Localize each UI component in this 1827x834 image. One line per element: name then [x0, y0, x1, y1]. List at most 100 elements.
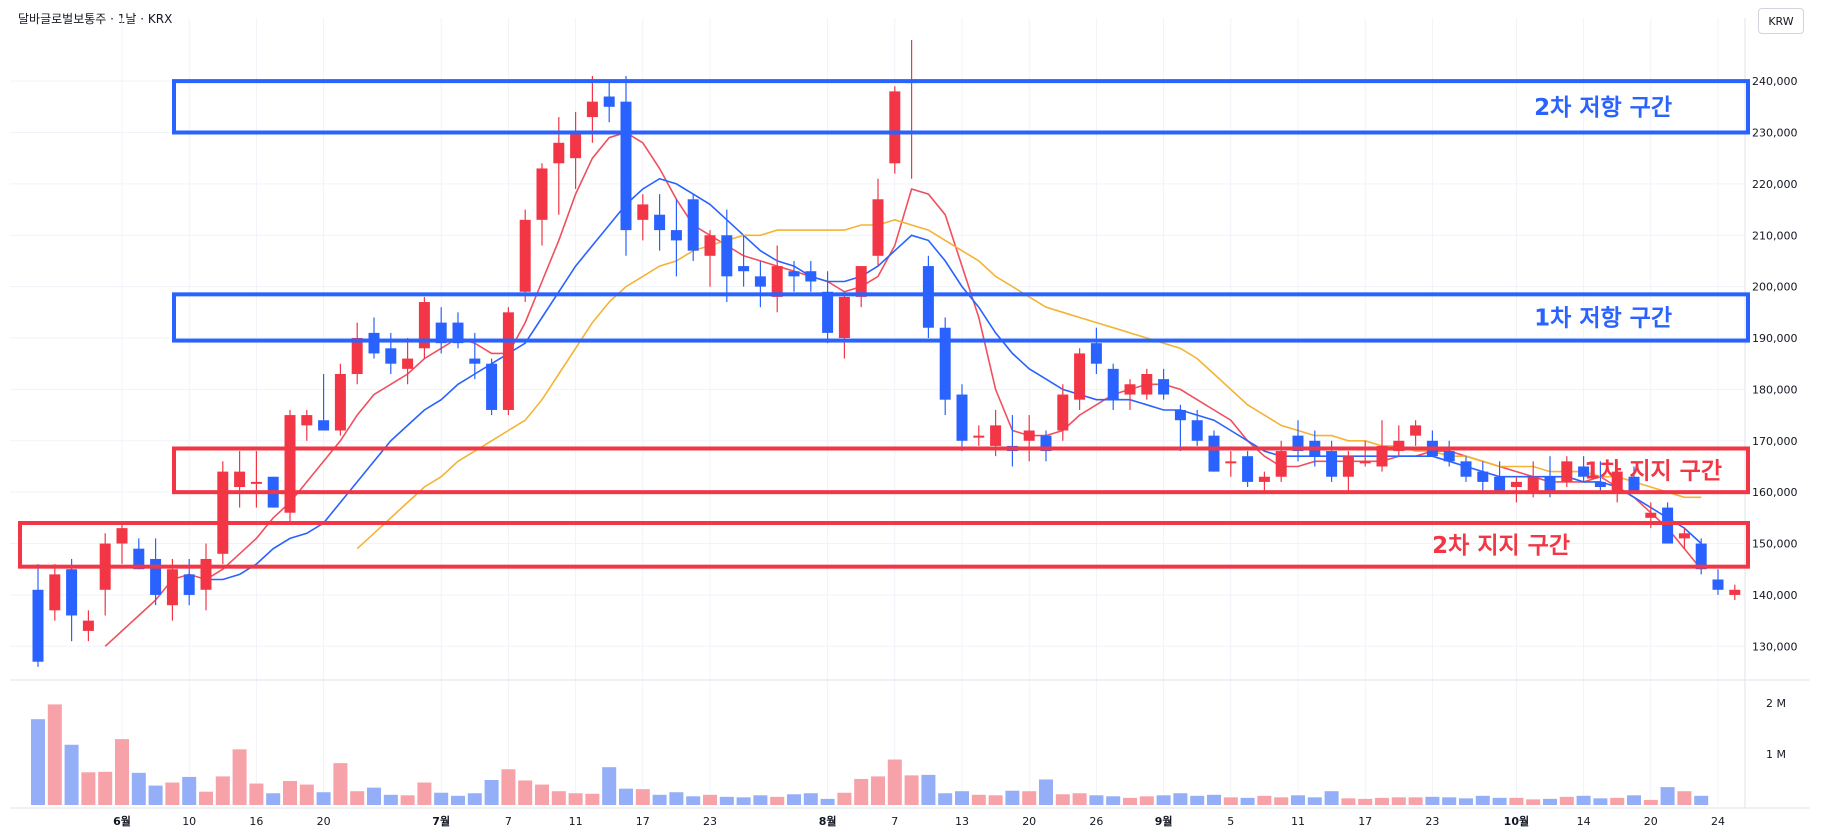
- candle-body: [1410, 425, 1422, 436]
- candle-body: [1662, 507, 1674, 544]
- price-tick-label: 160,000: [1752, 486, 1798, 499]
- time-tick-label: 7: [505, 815, 512, 828]
- volume-bar: [1492, 797, 1507, 805]
- volume-bar: [551, 791, 566, 805]
- volume-bar: [1509, 797, 1524, 805]
- candle-body: [519, 219, 531, 292]
- candle-body: [200, 558, 212, 590]
- candle-body: [82, 620, 94, 631]
- time-tick-label: 5: [1227, 815, 1234, 828]
- volume-tick-label: 1 M: [1766, 748, 1786, 761]
- volume-bar: [568, 793, 583, 805]
- candle-body: [1527, 476, 1539, 493]
- volume-bar: [1375, 797, 1389, 805]
- candle-body: [234, 471, 246, 488]
- axes: 130,000 140,000 150,000 160,000 170,000 180,0…: [113, 75, 1797, 828]
- volume-bar: [602, 767, 617, 805]
- candle-body: [738, 266, 750, 272]
- volume-bar: [333, 763, 348, 805]
- price-tick-label: 130,000: [1752, 640, 1798, 653]
- symbol-title: 달바글로벌보통주 · 1날 · KRX: [18, 12, 173, 26]
- volume-bar: [1089, 795, 1104, 805]
- volume-bar: [1475, 795, 1490, 805]
- volume-bar: [803, 793, 818, 805]
- time-tick-label: 13: [955, 815, 969, 828]
- volume-bar: [350, 791, 365, 805]
- zone-label: 1차 저항 구간: [1534, 305, 1672, 331]
- volume-bar: [400, 795, 415, 805]
- volume-bar: [1022, 791, 1037, 805]
- currency-selector[interactable]: KRW: [1758, 8, 1804, 34]
- volume-bar: [1694, 795, 1709, 805]
- volume-bar: [1627, 795, 1641, 805]
- candle-body: [1191, 420, 1203, 441]
- candle-body: [402, 358, 414, 369]
- candle-body: [1544, 476, 1556, 493]
- candle-body: [1510, 481, 1522, 488]
- volume-bar: [98, 771, 113, 805]
- volume-bar: [266, 793, 281, 805]
- candle-body: [183, 574, 195, 595]
- candle-body: [872, 199, 884, 256]
- time-tick-label: 7월: [432, 814, 450, 828]
- volume-bar: [1139, 796, 1154, 805]
- volume-bar: [1123, 797, 1137, 805]
- candle-body: [704, 235, 716, 256]
- volume-bar: [1106, 796, 1121, 805]
- volume-bar: [316, 792, 331, 805]
- volume-bar: [232, 749, 247, 805]
- volume-bar: [1425, 796, 1440, 805]
- volume-bar: [971, 794, 986, 805]
- candle-body: [1208, 435, 1220, 472]
- volume-bar: [383, 794, 398, 805]
- time-tick-label: 20: [1022, 815, 1036, 828]
- volume-bar: [1190, 795, 1205, 805]
- candle-body: [1342, 456, 1354, 477]
- volume-bar: [115, 739, 129, 805]
- candle-body: [603, 96, 615, 107]
- volume-bar: [518, 780, 533, 805]
- time-tick-label: 10: [182, 815, 196, 828]
- candle-body: [956, 394, 968, 441]
- candle-body: [889, 91, 901, 164]
- zone-label: 2차 지지 구간: [1432, 533, 1570, 559]
- volume-bar: [1408, 797, 1423, 805]
- volume-bar: [215, 776, 230, 805]
- time-tick-label: 16: [249, 815, 263, 828]
- candle-body: [1393, 440, 1405, 452]
- candle-body: [1242, 456, 1254, 482]
- candle-body: [1359, 461, 1371, 464]
- candle-body: [1611, 471, 1623, 493]
- candle-body: [973, 435, 985, 438]
- price-tick-label: 140,000: [1752, 589, 1798, 602]
- candle-body: [368, 332, 380, 354]
- candle-body: [1695, 543, 1707, 570]
- candle-body: [1678, 533, 1690, 539]
- candle-body: [620, 101, 632, 231]
- volume-bar: [837, 792, 852, 805]
- volume-bar: [619, 788, 633, 805]
- candle-body: [1628, 476, 1640, 493]
- candle-body: [1158, 379, 1170, 395]
- volume-bar: [367, 787, 381, 805]
- volume-bar: [199, 791, 213, 805]
- candle-body: [1074, 353, 1086, 400]
- candle-body: [805, 271, 817, 282]
- candle-body: [788, 271, 800, 277]
- volume-bar: [1307, 797, 1322, 805]
- price-tick-label: 190,000: [1752, 332, 1798, 345]
- volume-bar: [1156, 795, 1171, 805]
- volume-bar: [182, 776, 197, 805]
- candle-body: [1645, 512, 1657, 518]
- volume-bar: [1240, 797, 1255, 805]
- candle-body: [687, 199, 699, 251]
- volume-bar: [451, 795, 465, 805]
- volume-bar: [736, 797, 751, 805]
- ma-mid-line: [206, 177, 1702, 581]
- candle-body: [922, 266, 934, 328]
- volume-bar: [131, 772, 146, 805]
- time-tick-label: 23: [1425, 815, 1439, 828]
- candle-body: [939, 327, 951, 400]
- candle-body: [418, 302, 430, 349]
